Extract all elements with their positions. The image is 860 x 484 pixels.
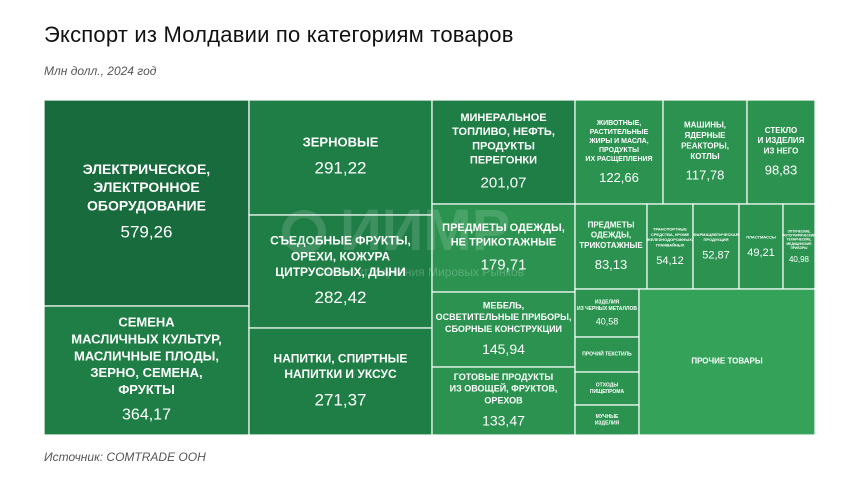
watermark-tagline: Институт Изучения Мировых Рынков <box>318 265 524 279</box>
tile-rect-electrical-equipment <box>43 99 250 307</box>
tile-value-plastics: 49,21 <box>747 247 775 259</box>
tile-value-pharmaceuticals: 52,87 <box>702 250 730 262</box>
tile-oilseeds: СЕМЕНА МАСЛИЧНЫХ КУЛЬТУР, МАСЛИЧНЫЕ ПЛОДЫ,… <box>43 305 250 436</box>
tile-name-cereals: ЗЕРНОВЫЕ <box>303 135 379 150</box>
tile-name-machinery: МАШИНЫ, ЯДЕРНЫЕ РЕАКТОРЫ, КОТЛЫ <box>681 121 729 161</box>
tile-name-electrical-equipment: ЭЛЕКТРИЧЕСКОЕ, ЭЛЕКТРОННОЕ ОБОРУДОВАНИЕ <box>83 161 210 213</box>
chart-title: Экспорт из Молдавии по категориям товаро… <box>44 22 514 47</box>
tile-value-mineral-fuel: 201,07 <box>481 175 527 192</box>
chart-subtitle: Млн долл., 2024 год <box>44 64 157 78</box>
tile-name-other-textiles: ПРОЧИЙ ТЕКСТИЛЬ <box>582 350 632 358</box>
tile-electrical-equipment: ЭЛЕКТРИЧЕСКОЕ, ЭЛЕКТРОННОЕ ОБОРУДОВАНИЕ 579… <box>43 99 250 307</box>
tile-name-vehicles: ТРАНСПОРТНЫЕ СРЕДСТВА, КРОМЕ ЖЕЛЕЗНОДОРОЖН… <box>646 227 693 248</box>
tile-rect-edible-fruits <box>248 214 433 329</box>
tile-name-apparel-not-knitted: ПРЕДМЕТЫ ОДЕЖДЫ, НЕ ТРИКОТАЖНЫЕ <box>442 222 565 248</box>
tile-rect-glass <box>746 99 816 205</box>
tile-rect-pharmaceuticals <box>692 203 740 290</box>
tile-name-food-waste: ОТХОДЫ ПИЩЕПРОМА <box>590 382 625 395</box>
tile-name-other-goods: ПРОЧИЕ ТОВАРЫ <box>691 357 763 366</box>
tile-name-mineral-fuel: МИНЕРАЛЬНОЕ ТОПЛИВО, НЕФТЬ, ПРОДУКТЫ ПЕРЕГО… <box>452 112 555 167</box>
tile-value-machinery: 117,78 <box>686 168 725 183</box>
tile-food-waste: ОТХОДЫ ПИЩЕПРОМА <box>574 371 640 406</box>
tile-beverages: НАПИТКИ, СПИРТНЫЕ НАПИТКИ И УКСУС 271,37 <box>248 327 433 436</box>
tile-rect-beverages <box>248 327 433 436</box>
tile-mineral-fuel: МИНЕРАЛЬНОЕ ТОПЛИВО, НЕФТЬ, ПРОДУКТЫ ПЕРЕГО… <box>431 99 576 205</box>
tile-other-goods: ПРОЧИЕ ТОВАРЫ <box>638 288 816 436</box>
tile-name-glass: СТЕКЛО И ИЗДЕЛИЯ ИЗ НЕГО <box>758 126 805 156</box>
tile-edible-fruits: СЪЕДОБНЫЕ ФРУКТЫ, ОРЕХИ, КОЖУРА ЦИТРУСОВЫХ… <box>248 214 433 329</box>
tile-name-beverages: НАПИТКИ, СПИРТНЫЕ НАПИТКИ И УКСУС <box>274 352 408 382</box>
tile-rect-apparel-not-knitted <box>431 203 576 293</box>
tile-value-apparel-knitted: 83,13 <box>595 257 628 272</box>
chart-source: Источник: COMTRADE ООН <box>44 450 206 464</box>
tile-name-prepared-vegetables: ГОТОВЫЕ ПРОДУКТЫ ИЗ ОВОЩЕЙ, ФРУКТОВ, ОРЕХО… <box>450 372 558 405</box>
tile-rect-fats-oils <box>574 99 664 205</box>
tile-name-apparel-knitted: ПРЕДМЕТЫ ОДЕЖДЫ, ТРИКОТАЖНЫЕ <box>579 220 643 250</box>
tile-name-furniture: МЕБЕЛЬ, ОСВЕТИТЕЛЬНЫЕ ПРИБОРЫ, СБОРНЫЕ КОН… <box>436 300 572 333</box>
tile-name-fats-oils: ЖИВОТНЫЕ, РАСТИТЕЛЬНЫЕ ЖИРЫ И МАСЛА, ПРОДУК… <box>585 120 652 163</box>
tile-name-iron-steel: ИЗДЕЛИЯ ИЗ ЧЕРНЫХ МЕТАЛЛОВ <box>577 300 637 313</box>
tile-value-iron-steel: 40,58 <box>596 316 619 326</box>
tile-name-edible-fruits: СЪЕДОБНЫЕ ФРУКТЫ, ОРЕХИ, КОЖУРА ЦИТРУСОВЫХ… <box>270 234 411 279</box>
tile-value-vehicles: 54,12 <box>656 255 684 267</box>
tile-iron-steel: ИЗДЕЛИЯ ИЗ ЧЕРНЫХ МЕТАЛЛОВ 40,58 <box>574 288 640 338</box>
tile-rect-cereals <box>248 99 433 216</box>
tile-rect-plastics <box>738 203 784 290</box>
tile-rect-vehicles <box>646 203 694 290</box>
tile-value-electrical-equipment: 579,26 <box>121 223 173 242</box>
tile-value-glass: 98,83 <box>765 162 798 177</box>
watermark: ИИМР Институт Изучения Мировых Рынков <box>282 198 524 279</box>
tile-apparel-knitted: ПРЕДМЕТЫ ОДЕЖДЫ, ТРИКОТАЖНЫЕ 83,13 <box>574 203 648 290</box>
tile-value-furniture: 145,94 <box>482 341 525 357</box>
tile-fats-oils: ЖИВОТНЫЕ, РАСТИТЕЛЬНЫЕ ЖИРЫ И МАСЛА, ПРОДУК… <box>574 99 664 205</box>
tile-value-edible-fruits: 282,42 <box>315 288 367 307</box>
tile-name-optical: ОПТИЧЕСКИЕ, ФОТОГРАФИЧЕСКИЕ, ТЕХНИЧЕСКИЕ, М… <box>782 229 816 250</box>
tile-pharmaceuticals: ФАРМАЦЕВТИЧЕСКАЯ ПРОДУКЦИЯ 52,87 <box>692 203 740 290</box>
watermark-logo-icon <box>282 210 326 254</box>
tile-vehicles: ТРАНСПОРТНЫЕ СРЕДСТВА, КРОМЕ ЖЕЛЕЗНОДОРОЖН… <box>646 203 694 290</box>
tile-rect-prepared-vegetables <box>431 366 576 436</box>
tile-rect-flour-products <box>574 404 640 436</box>
tile-value-optical: 40,98 <box>789 255 810 264</box>
tile-other-textiles: ПРОЧИЙ ТЕКСТИЛЬ <box>574 336 640 373</box>
watermark-logo: ИИМР <box>340 198 510 263</box>
tile-rect-machinery <box>662 99 748 205</box>
tile-machinery: МАШИНЫ, ЯДЕРНЫЕ РЕАКТОРЫ, КОТЛЫ 117,78 <box>662 99 748 205</box>
tile-furniture: МЕБЕЛЬ, ОСВЕТИТЕЛЬНЫЕ ПРИБОРЫ, СБОРНЫЕ КОН… <box>431 291 576 368</box>
tile-flour-products: МУЧНЫЕ ИЗДЕЛИЯ <box>574 404 640 436</box>
tile-rect-iron-steel <box>574 288 640 338</box>
tile-glass: СТЕКЛО И ИЗДЕЛИЯ ИЗ НЕГО 98,83 <box>746 99 816 205</box>
tile-value-prepared-vegetables: 133,47 <box>482 413 525 429</box>
tile-name-pharmaceuticals: ФАРМАЦЕВТИЧЕСКАЯ ПРОДУКЦИЯ <box>693 232 738 242</box>
tile-rect-other-goods <box>638 288 816 436</box>
tile-prepared-vegetables: ГОТОВЫЕ ПРОДУКТЫ ИЗ ОВОЩЕЙ, ФРУКТОВ, ОРЕХО… <box>431 366 576 436</box>
tile-rect-mineral-fuel <box>431 99 576 205</box>
tile-name-flour-products: МУЧНЫЕ ИЗДЕЛИЯ <box>595 414 620 427</box>
tile-value-fats-oils: 122,66 <box>599 170 639 185</box>
tile-apparel-not-knitted: ПРЕДМЕТЫ ОДЕЖДЫ, НЕ ТРИКОТАЖНЫЕ 179,71 <box>431 203 576 293</box>
tile-name-oilseeds: СЕМЕНА МАСЛИЧНЫХ КУЛЬТУР, МАСЛИЧНЫЕ ПЛОДЫ,… <box>71 315 221 398</box>
tile-cereals: ЗЕРНОВЫЕ 291,22 <box>248 99 433 216</box>
tile-name-plastics: ПЛАСТМАССЫ <box>746 235 776 240</box>
tile-value-oilseeds: 364,17 <box>122 407 171 424</box>
tile-value-beverages: 271,37 <box>315 390 367 409</box>
tile-value-cereals: 291,22 <box>315 159 367 178</box>
tile-plastics: ПЛАСТМАССЫ 49,21 <box>738 203 784 290</box>
tile-value-apparel-not-knitted: 179,71 <box>481 256 527 273</box>
tile-optical: ОПТИЧЕСКИЕ, ФОТОГРАФИЧЕСКИЕ, ТЕХНИЧЕСКИЕ, М… <box>782 203 816 290</box>
